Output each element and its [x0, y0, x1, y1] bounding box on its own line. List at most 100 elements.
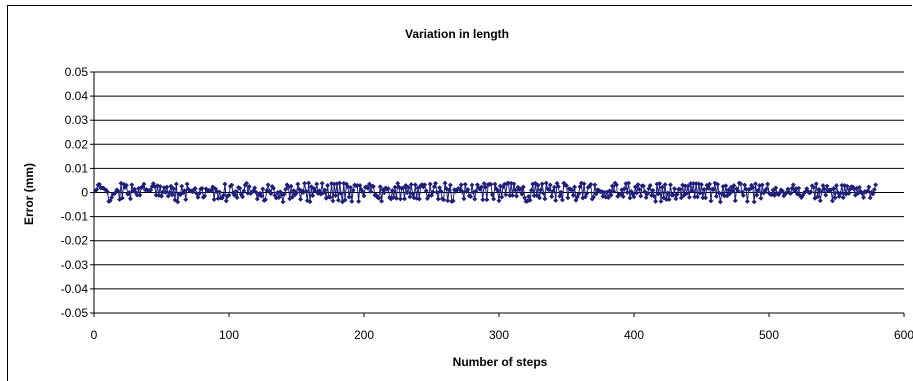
data-point: [677, 186, 683, 192]
data-point: [707, 181, 713, 187]
data-point: [233, 188, 239, 194]
data-point: [559, 197, 566, 203]
data-point: [137, 192, 143, 198]
data-point: [635, 181, 641, 188]
data-point: [864, 188, 871, 194]
data-point: [638, 193, 644, 199]
data-point: [617, 191, 624, 197]
data-point: [262, 197, 269, 203]
data-point: [550, 188, 556, 194]
data-point: [499, 194, 505, 200]
data-point: [377, 184, 383, 190]
data-point: [867, 195, 873, 201]
data-point: [723, 183, 729, 189]
data-point: [393, 195, 399, 201]
data-point: [127, 196, 134, 202]
data-point: [196, 190, 202, 197]
y-tick-label: 0.01: [65, 161, 89, 175]
data-point: [731, 182, 737, 189]
data-point: [534, 192, 540, 198]
data-point: [520, 184, 526, 190]
data-point: [434, 189, 440, 195]
data-point: [727, 191, 733, 197]
data-point: [461, 196, 467, 202]
data-point: [281, 191, 287, 197]
data-point: [538, 187, 544, 193]
data-point: [169, 192, 175, 198]
data-point: [631, 194, 637, 200]
data-point: [593, 191, 599, 197]
data-point: [599, 188, 605, 195]
data-point: [621, 186, 628, 192]
data-point: [488, 181, 494, 187]
data-point: [546, 187, 552, 193]
data-point: [478, 184, 485, 190]
data-point: [701, 186, 707, 192]
data-point: [651, 193, 657, 199]
data-point: [600, 193, 606, 199]
data-point: [740, 192, 746, 198]
data-point: [489, 192, 495, 198]
data-point: [759, 182, 765, 188]
data-point: [211, 196, 217, 203]
data-point: [750, 184, 756, 190]
data-point: [840, 195, 846, 201]
data-point: [327, 194, 333, 200]
data-point: [291, 188, 297, 194]
y-axis-label: Error (mm): [22, 163, 36, 225]
data-point: [513, 193, 520, 199]
data-point: [465, 187, 471, 193]
data-point: [410, 191, 416, 197]
y-tick-label: -0.05: [61, 306, 89, 320]
data-point: [357, 182, 363, 189]
data-point: [482, 184, 489, 190]
data-point: [356, 198, 362, 204]
data-point: [310, 193, 316, 199]
data-point: [661, 195, 667, 201]
data-point: [184, 181, 190, 187]
data-point: [788, 190, 794, 197]
data-point: [229, 182, 235, 188]
data-point: [289, 194, 296, 200]
y-tick-label: 0.05: [65, 65, 89, 79]
data-point: [447, 182, 453, 188]
data-point: [542, 196, 548, 202]
data-point: [577, 184, 583, 190]
data-point: [345, 184, 351, 190]
data-point: [423, 188, 429, 194]
data-point: [437, 185, 443, 191]
data-point: [96, 181, 102, 187]
data-point: [293, 190, 300, 196]
data-point: [458, 182, 464, 188]
x-tick-label: 300: [489, 328, 509, 342]
data-point: [312, 188, 318, 194]
data-point: [819, 189, 825, 195]
data-point: [368, 188, 374, 195]
data-point: [408, 181, 414, 188]
data-point: [397, 196, 404, 202]
data-point: [738, 181, 744, 187]
data-point: [563, 182, 570, 189]
data-point: [673, 196, 679, 202]
data-point: [509, 192, 516, 198]
data-point: [221, 192, 227, 198]
data-point: [648, 192, 655, 198]
data-point: [870, 191, 876, 197]
data-point: [735, 188, 741, 194]
data-point: [350, 187, 356, 193]
data-point: [644, 191, 651, 197]
data-point: [512, 187, 518, 193]
data-point: [729, 188, 736, 194]
data-point: [522, 195, 528, 201]
data-point: [808, 189, 814, 195]
data-point: [551, 184, 557, 190]
data-point: [303, 188, 309, 194]
data-point: [824, 183, 830, 189]
data-point: [297, 196, 304, 202]
data-point: [833, 182, 840, 189]
data-point: [607, 188, 613, 194]
data-point: [385, 186, 391, 192]
data-point: [705, 185, 711, 191]
data-point: [254, 196, 260, 202]
data-point: [671, 186, 678, 192]
